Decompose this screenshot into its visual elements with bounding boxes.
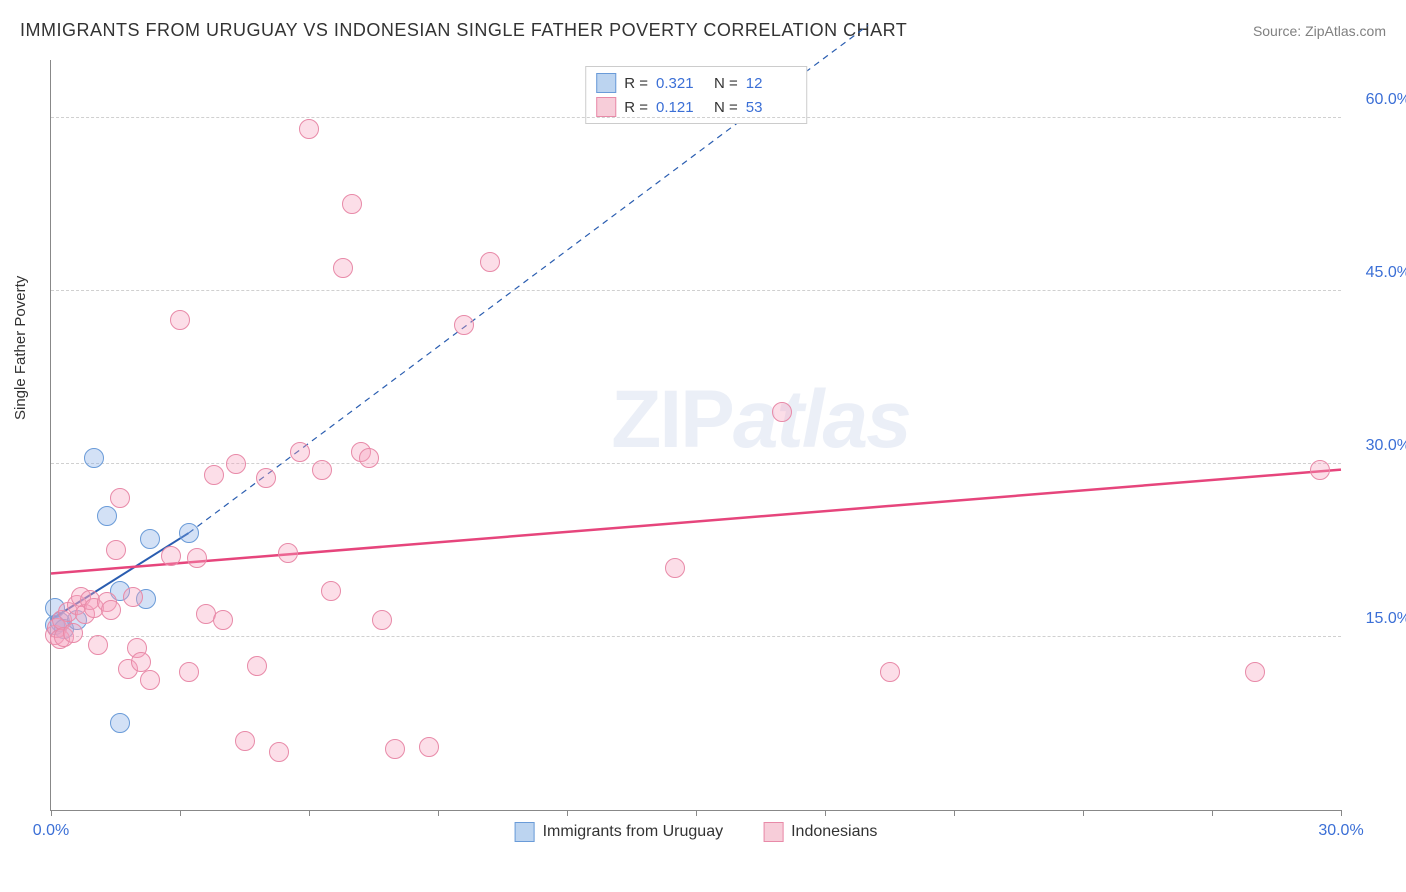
scatter-point: [480, 252, 500, 272]
x-tick-label: 0.0%: [33, 822, 69, 840]
scatter-point: [312, 460, 332, 480]
scatter-point: [140, 529, 160, 549]
plot-area: ZIPatlas R = 0.321 N = 12 R = 0.121 N = …: [50, 60, 1341, 811]
trend-lines-layer: [51, 60, 1341, 810]
scatter-point: [123, 587, 143, 607]
legend-series-name: Immigrants from Uruguay: [543, 823, 724, 841]
legend-n-label: N =: [714, 99, 738, 116]
scatter-point: [97, 506, 117, 526]
gridline-h: [51, 636, 1341, 637]
scatter-point: [235, 731, 255, 751]
scatter-point: [170, 310, 190, 330]
legend-n-label: N =: [714, 75, 738, 92]
scatter-point: [256, 468, 276, 488]
scatter-point: [665, 558, 685, 578]
scatter-point: [213, 610, 233, 630]
legend-r-value: 0.121: [656, 99, 706, 116]
scatter-point: [278, 543, 298, 563]
legend-swatch: [763, 822, 783, 842]
legend-swatch: [515, 822, 535, 842]
x-tick: [51, 810, 52, 816]
chart-title: IMMIGRANTS FROM URUGUAY VS INDONESIAN SI…: [20, 20, 907, 41]
scatter-point: [63, 623, 83, 643]
scatter-point: [299, 119, 319, 139]
scatter-point: [84, 448, 104, 468]
legend-stat-row: R = 0.121 N = 53: [596, 95, 796, 119]
legend-n-value: 53: [746, 99, 796, 116]
x-tick: [567, 810, 568, 816]
legend-stats-box: R = 0.321 N = 12 R = 0.121 N = 53: [585, 66, 807, 124]
scatter-point: [333, 258, 353, 278]
scatter-point: [419, 737, 439, 757]
scatter-point: [187, 548, 207, 568]
scatter-point: [342, 194, 362, 214]
scatter-point: [1310, 460, 1330, 480]
scatter-point: [290, 442, 310, 462]
y-tick-label: 60.0%: [1351, 91, 1406, 109]
x-tick: [696, 810, 697, 816]
y-tick-label: 30.0%: [1351, 437, 1406, 455]
legend-r-label: R =: [624, 99, 648, 116]
legend-item: Indonesians: [763, 822, 877, 842]
scatter-point: [226, 454, 246, 474]
scatter-point: [110, 488, 130, 508]
x-tick-label: 30.0%: [1318, 822, 1363, 840]
scatter-point: [88, 635, 108, 655]
gridline-h: [51, 290, 1341, 291]
trend-line: [51, 470, 1341, 574]
x-tick: [309, 810, 310, 816]
legend-stat-row: R = 0.321 N = 12: [596, 71, 796, 95]
scatter-point: [372, 610, 392, 630]
scatter-point: [161, 546, 181, 566]
legend-item: Immigrants from Uruguay: [515, 822, 724, 842]
x-tick: [825, 810, 826, 816]
gridline-h: [51, 117, 1341, 118]
scatter-point: [1245, 662, 1265, 682]
scatter-point: [772, 402, 792, 422]
scatter-point: [204, 465, 224, 485]
scatter-point: [106, 540, 126, 560]
legend-n-value: 12: [746, 75, 796, 92]
x-tick: [180, 810, 181, 816]
legend-swatch: [596, 73, 616, 93]
y-tick-label: 15.0%: [1351, 610, 1406, 628]
x-tick: [1212, 810, 1213, 816]
y-axis-label: Single Father Poverty: [12, 276, 29, 420]
legend-r-label: R =: [624, 75, 648, 92]
scatter-point: [179, 523, 199, 543]
x-tick: [1341, 810, 1342, 816]
scatter-point: [110, 713, 130, 733]
x-tick: [954, 810, 955, 816]
chart-header: IMMIGRANTS FROM URUGUAY VS INDONESIAN SI…: [20, 20, 1386, 41]
scatter-point: [359, 448, 379, 468]
legend-r-value: 0.321: [656, 75, 706, 92]
legend-swatch: [596, 97, 616, 117]
scatter-point: [385, 739, 405, 759]
y-tick-label: 45.0%: [1351, 264, 1406, 282]
scatter-point: [321, 581, 341, 601]
scatter-point: [179, 662, 199, 682]
legend-bottom: Immigrants from Uruguay Indonesians: [515, 822, 878, 842]
x-tick: [438, 810, 439, 816]
scatter-point: [101, 600, 121, 620]
chart-source: Source: ZipAtlas.com: [1253, 23, 1386, 39]
x-tick: [1083, 810, 1084, 816]
scatter-point: [880, 662, 900, 682]
scatter-point: [247, 656, 267, 676]
watermark: ZIPatlas: [611, 373, 909, 467]
legend-series-name: Indonesians: [791, 823, 877, 841]
scatter-point: [269, 742, 289, 762]
scatter-point: [140, 670, 160, 690]
scatter-point: [454, 315, 474, 335]
